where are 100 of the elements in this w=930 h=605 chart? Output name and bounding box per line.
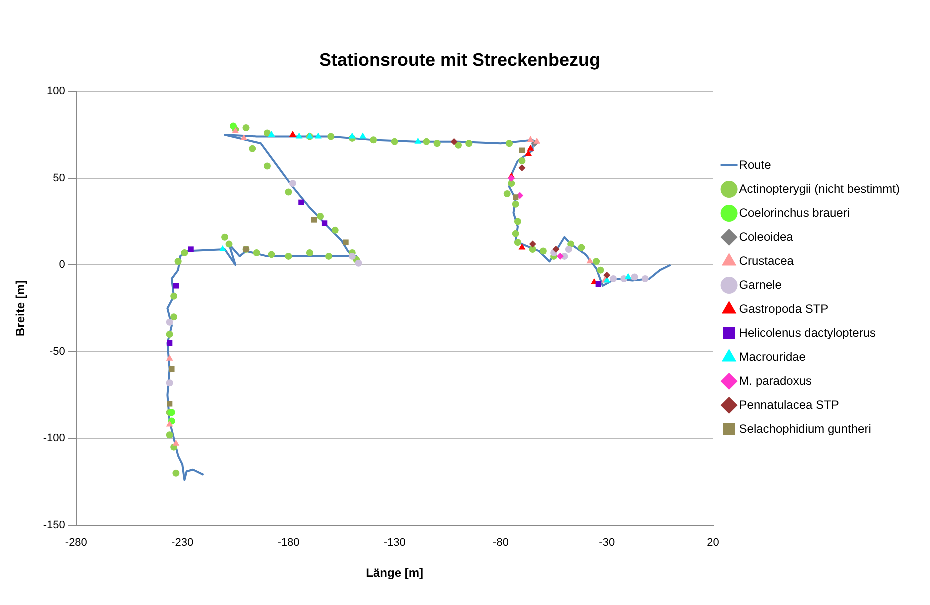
point	[370, 136, 378, 144]
point	[455, 142, 462, 149]
x-tick-label: -80	[493, 537, 509, 550]
point	[540, 248, 547, 255]
point	[466, 140, 473, 148]
point	[604, 272, 611, 280]
y-tick-label: 50	[53, 172, 66, 184]
point	[434, 140, 441, 148]
legend-label: Route	[739, 158, 772, 172]
point	[593, 258, 600, 266]
point	[317, 213, 324, 220]
point	[253, 249, 260, 256]
point	[518, 158, 526, 165]
point	[504, 190, 511, 198]
point	[624, 273, 632, 280]
point	[326, 252, 333, 260]
point	[343, 240, 349, 246]
point	[322, 220, 328, 226]
point	[285, 252, 292, 260]
point	[173, 283, 180, 289]
point	[596, 281, 602, 288]
point	[525, 150, 532, 156]
legend-label: Garnele	[739, 278, 782, 292]
point	[226, 240, 233, 248]
point	[552, 246, 560, 254]
point	[174, 258, 182, 266]
point	[188, 246, 194, 252]
point	[527, 136, 534, 142]
point	[348, 252, 356, 260]
point	[514, 239, 522, 246]
point	[166, 432, 174, 439]
legend-label: Macrouridae	[739, 350, 806, 364]
point	[529, 246, 536, 254]
point	[230, 122, 238, 130]
point	[506, 140, 513, 148]
point	[391, 138, 398, 146]
point	[423, 138, 430, 146]
point	[514, 218, 522, 226]
legend-label: Crustacea	[739, 254, 794, 268]
legend-label: Actinopterygii (nicht bestimmt)	[739, 182, 900, 196]
point	[172, 440, 180, 446]
point	[166, 380, 174, 387]
point	[166, 420, 174, 427]
point	[311, 217, 318, 223]
legend-label: Pennatulacea STP	[739, 398, 840, 412]
point	[166, 340, 173, 346]
point	[170, 314, 178, 321]
point	[556, 252, 564, 260]
legend-label: Coelorinchus braueri	[739, 206, 850, 220]
point	[527, 144, 534, 151]
point	[534, 138, 541, 144]
point	[289, 130, 296, 137]
point	[414, 138, 422, 144]
x-axis-title: Länge [m]	[366, 566, 424, 580]
point	[219, 246, 226, 252]
legend-label: Helicolenus dactylopterus	[739, 326, 876, 340]
point	[450, 138, 458, 146]
point	[181, 249, 188, 256]
point	[166, 318, 174, 326]
point	[597, 266, 604, 274]
point	[289, 180, 296, 188]
point	[268, 130, 276, 137]
point	[328, 133, 335, 140]
point	[314, 132, 322, 139]
point	[610, 276, 618, 282]
y-axis-title: Breite [m]	[14, 280, 28, 337]
point	[222, 234, 229, 241]
y-tick-label: -100	[43, 432, 66, 445]
point	[298, 200, 304, 206]
point	[519, 148, 526, 154]
point	[529, 240, 536, 248]
point	[166, 331, 174, 338]
point	[508, 174, 516, 182]
x-tick-label: -130	[384, 537, 406, 550]
point	[355, 260, 362, 267]
x-tick-label: -230	[172, 537, 194, 550]
x-tick-label: -180	[278, 537, 300, 550]
legend-label: M. paradoxus	[739, 374, 812, 388]
point	[170, 292, 178, 300]
point	[578, 244, 586, 252]
point	[586, 258, 594, 264]
point	[518, 244, 526, 250]
x-tick-label: -30	[599, 537, 616, 550]
point	[565, 246, 572, 254]
x-tick-label: 20	[707, 537, 720, 550]
point	[242, 124, 250, 132]
point	[508, 180, 516, 188]
point	[332, 226, 339, 234]
point	[285, 188, 292, 196]
point	[268, 251, 276, 258]
point	[512, 230, 520, 238]
point	[306, 249, 314, 256]
y-tick-label: 100	[47, 86, 66, 98]
point	[513, 194, 519, 200]
point	[166, 401, 173, 407]
point	[512, 200, 520, 208]
point	[166, 354, 174, 361]
point	[240, 134, 248, 140]
point	[264, 162, 271, 170]
point	[249, 145, 256, 152]
